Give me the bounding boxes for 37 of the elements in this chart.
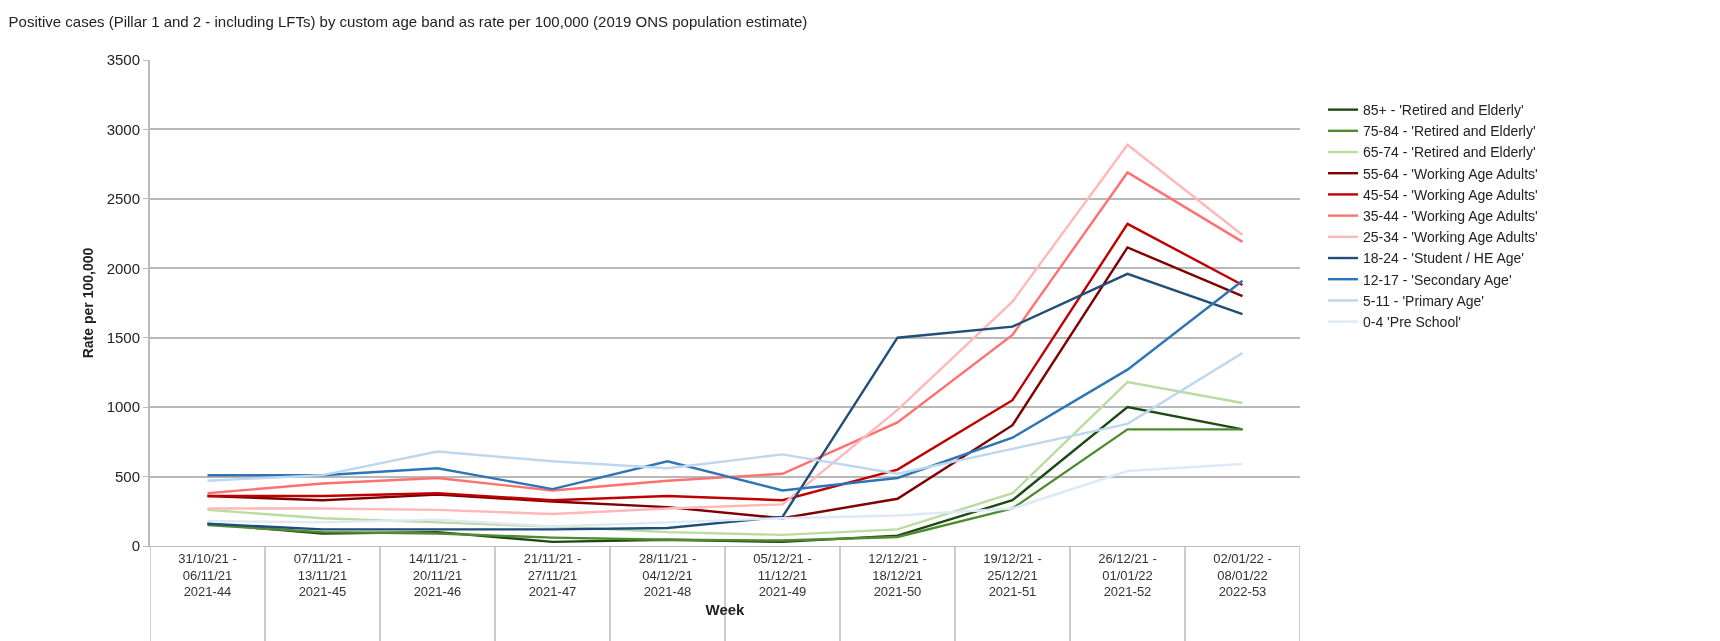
legend-label: 35-44 - 'Working Age Adults'	[1363, 208, 1538, 225]
x-axis-title: Week	[705, 601, 746, 619]
legend-label: 75-84 - 'Retired and Elderly'	[1363, 123, 1536, 140]
legend-label: 18-24 - 'Student / HE Age'	[1363, 250, 1524, 267]
chart-title: Positive cases (Pillar 1 and 2 - including LFTs) by custom age band as rate per 100,000 (2019 ONS population estimate)	[8, 12, 808, 30]
y-tick-label: 3000	[106, 120, 140, 138]
x-tick-label: 19/12/21 - 25/12/21 2021-51	[983, 550, 1042, 600]
y-axis-title: Rate per 100,000	[79, 247, 96, 359]
legend-label: 5-11 - 'Primary Age'	[1363, 292, 1485, 309]
line-series	[206, 462, 1244, 528]
legend-label: 0-4 'Pre School'	[1363, 314, 1461, 331]
legend-label: 12-17 - 'Secondary Age'	[1363, 271, 1512, 288]
legend-label: 25-34 - 'Working Age Adults'	[1363, 229, 1538, 246]
line-series	[206, 279, 1244, 492]
legend-label: 55-64 - 'Working Age Adults'	[1363, 165, 1538, 182]
x-tick-label: 05/12/21 - 11/12/21 2021-49	[753, 550, 812, 600]
y-tick-label: 1000	[106, 398, 140, 416]
x-tick-label: 26/12/21 - 01/01/22 2021-52	[1098, 550, 1157, 600]
line-series	[206, 380, 1244, 537]
x-tick-label: 28/11/21 - 04/12/21 2021-48	[638, 550, 697, 600]
y-tick-label: 0	[131, 537, 140, 555]
x-tick-label: 14/11/21 - 20/11/21 2021-46	[408, 550, 467, 600]
x-tick-label: 02/01/22 - 08/01/22 2022-53	[1213, 550, 1272, 600]
x-tick-label: 07/11/21 - 13/11/21 2021-45	[293, 550, 352, 600]
y-tick-label: 1500	[106, 328, 140, 346]
legend-label: 85+ - 'Retired and Elderly'	[1363, 102, 1524, 119]
y-tick-label: 3500	[106, 51, 140, 69]
legend-label: 65-74 - 'Retired and Elderly'	[1363, 144, 1536, 161]
line-series	[206, 428, 1244, 542]
x-tick-label: 21/11/21 - 27/11/21 2021-47	[523, 550, 582, 600]
line-series	[206, 351, 1244, 482]
y-tick-label: 2500	[106, 190, 140, 208]
x-tick-label: 12/12/21 - 18/12/21 2021-50	[868, 550, 927, 600]
legend-label: 45-54 - 'Working Age Adults'	[1363, 186, 1538, 203]
y-tick-label: 2000	[106, 259, 140, 277]
x-tick-label: 31/10/21 - 06/11/21 2021-44	[178, 550, 237, 600]
y-tick-label: 500	[114, 467, 140, 485]
